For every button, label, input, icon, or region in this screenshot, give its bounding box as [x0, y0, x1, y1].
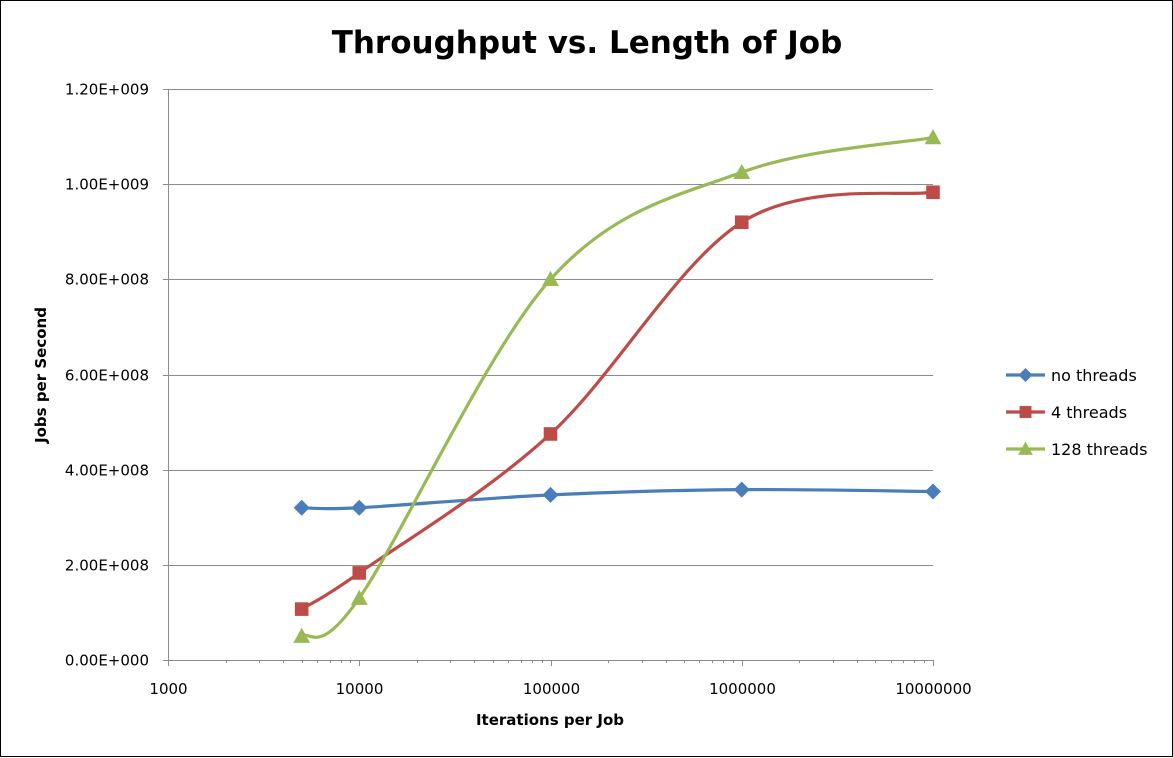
legend-marker-square [1019, 406, 1032, 418]
data-point-diamond [925, 483, 941, 500]
data-point-diamond [733, 481, 750, 498]
legend-label: 128 threads [1051, 440, 1147, 459]
legend: no threads 4 threads 128 threads [1006, 366, 1147, 459]
series-line-2 [300, 135, 935, 639]
y-tick-label: 1.20E+009 [65, 81, 149, 99]
x-tick-label: 1000 [149, 680, 187, 698]
y-tick-label: 1.00E+009 [65, 176, 149, 194]
y-tick-label: 0.00E+000 [65, 652, 149, 670]
x-tick-label: 10000000 [895, 680, 971, 698]
axes [163, 89, 934, 666]
data-point-square [926, 185, 940, 200]
series-line-1 [300, 190, 935, 611]
data-point-square [734, 215, 749, 230]
y-tick-label: 8.00E+008 [65, 271, 149, 289]
legend-label: 4 threads [1051, 403, 1127, 422]
data-point-triangle [733, 163, 751, 179]
x-tick-labels: 1000 10000 100000 1000000 10000000 [149, 680, 971, 698]
y-tick-labels: 0.00E+000 2.00E+008 4.00E+008 6.00E+008 8.00… [65, 81, 149, 670]
data-point-square [294, 602, 309, 616]
y-tick-label: 2.00E+008 [65, 557, 149, 575]
data-point-triangle [293, 627, 311, 643]
series-line-0 [300, 487, 935, 511]
data-point-diamond [351, 499, 368, 516]
legend-item: 128 threads [1006, 440, 1147, 459]
legend-marker-triangle [1018, 441, 1033, 455]
data-point-diamond [293, 499, 310, 516]
x-tick-label: 10000 [336, 680, 384, 698]
legend-item: 4 threads [1006, 403, 1127, 422]
legend-label: no threads [1051, 366, 1137, 385]
data-point-square [543, 427, 558, 441]
legend-marker-diamond [1018, 368, 1033, 382]
legend-item: no threads [1006, 366, 1137, 385]
x-tick-label: 100000 [523, 680, 580, 698]
x-tick-label: 1000000 [709, 680, 776, 698]
gridlines [168, 89, 933, 566]
data-point-square [352, 566, 367, 580]
y-tick-label: 4.00E+008 [65, 462, 149, 480]
series-markers [293, 129, 942, 643]
y-tick-label: 6.00E+008 [65, 367, 149, 385]
data-point-diamond [542, 486, 559, 503]
y-axis-title: Jobs per Second [32, 307, 50, 444]
chart-title: Throughput vs. Length of Job [332, 25, 843, 61]
data-point-triangle [350, 589, 368, 605]
x-axis-title: Iterations per Job [476, 711, 624, 729]
data-point-triangle [542, 270, 559, 287]
series-lines [300, 135, 935, 639]
data-point-triangle [924, 129, 942, 145]
